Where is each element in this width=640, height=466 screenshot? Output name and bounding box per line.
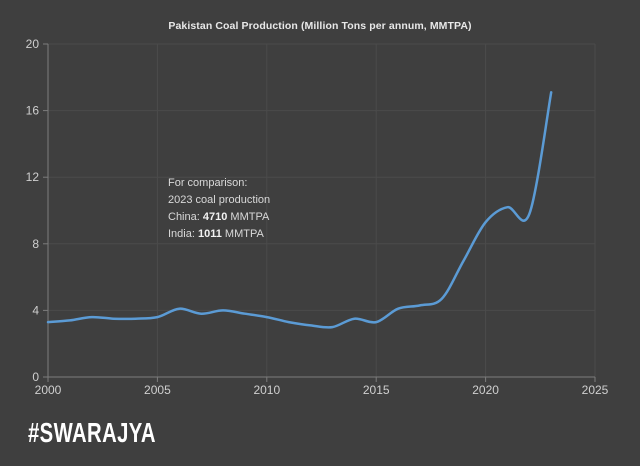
china-value: 4710 — [202, 211, 228, 223]
india-label: India: — [168, 228, 195, 240]
y-tick-label: 4 — [32, 303, 39, 317]
y-tick-label: 20 — [26, 37, 40, 51]
annotation-line: India: 1011 MMTPA — [168, 226, 270, 243]
x-tick-label: 2020 — [472, 383, 499, 397]
y-tick-label: 0 — [32, 370, 39, 384]
x-tick-label: 2005 — [144, 383, 171, 397]
x-tick-label: 2000 — [35, 383, 62, 397]
y-tick-label: 12 — [26, 170, 40, 184]
x-tick-label: 2015 — [363, 383, 390, 397]
comparison-annotation: For comparison: 2023 coal production Chi… — [168, 175, 270, 243]
annotation-line: 2023 coal production — [168, 194, 271, 206]
china-unit: MMTPA — [230, 211, 270, 223]
china-label: China: — [168, 211, 200, 223]
x-tick-label: 2025 — [582, 383, 609, 397]
y-tick-label: 8 — [32, 237, 39, 251]
india-value: 1011 — [197, 228, 222, 240]
x-tick-label: 2010 — [253, 383, 280, 397]
y-tick-label: 16 — [26, 104, 40, 118]
annotation-line: China: 4710 MMTPA — [168, 209, 270, 226]
chart-title: Pakistan Coal Production (Million Tons p… — [168, 20, 472, 32]
swarajya-logo: #SWARAJYA — [28, 416, 156, 449]
annotation-line: For comparison: — [168, 177, 248, 189]
production-series-line — [46, 91, 553, 329]
india-unit: MMTPA — [224, 228, 264, 240]
